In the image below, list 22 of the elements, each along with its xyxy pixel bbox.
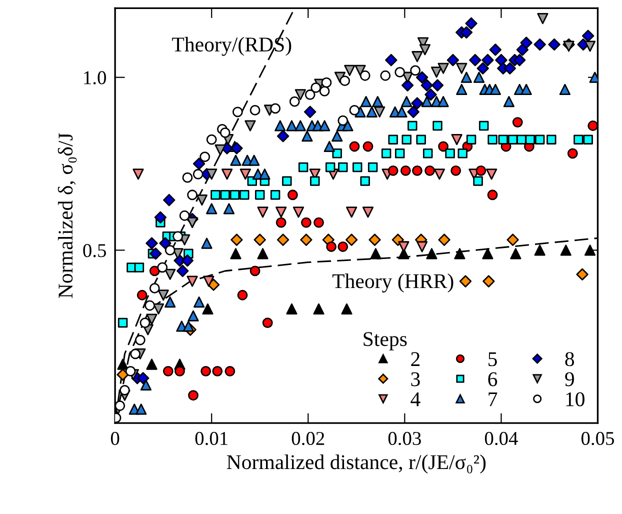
legend-label: 5 bbox=[488, 352, 497, 366]
legend-label: 9 bbox=[565, 372, 574, 386]
legend-label: 2 bbox=[411, 352, 420, 366]
x-tick-label: 0.04 bbox=[484, 432, 518, 446]
x-tick-label: 0.02 bbox=[292, 432, 324, 446]
legend-label: 6 bbox=[488, 372, 498, 386]
legend-label: 10 bbox=[566, 392, 584, 406]
x-axis-title: Normalized distance, r/(JE/σ₀²) bbox=[226, 454, 486, 474]
x-tick-label: 0 bbox=[110, 432, 120, 446]
legend-label: 4 bbox=[410, 392, 420, 406]
y-tick-label: 0.5 bbox=[83, 244, 106, 258]
legend-title: Steps bbox=[364, 332, 407, 350]
annotation: Theory/(RDS) bbox=[172, 36, 292, 56]
legend-label: 3 bbox=[411, 372, 420, 386]
legend-label: 8 bbox=[565, 352, 574, 366]
x-tick-label: 0.05 bbox=[581, 432, 614, 446]
x-tick-label: 0.01 bbox=[195, 432, 228, 446]
annotation: Theory (HRR) bbox=[332, 274, 454, 293]
y-tick-label: 1.0 bbox=[84, 71, 106, 84]
legend-label: 7 bbox=[488, 392, 498, 406]
x-tick-label: 0.03 bbox=[388, 432, 421, 446]
y-axis-title: Normalized δ, σ₀δ/J bbox=[58, 133, 77, 298]
